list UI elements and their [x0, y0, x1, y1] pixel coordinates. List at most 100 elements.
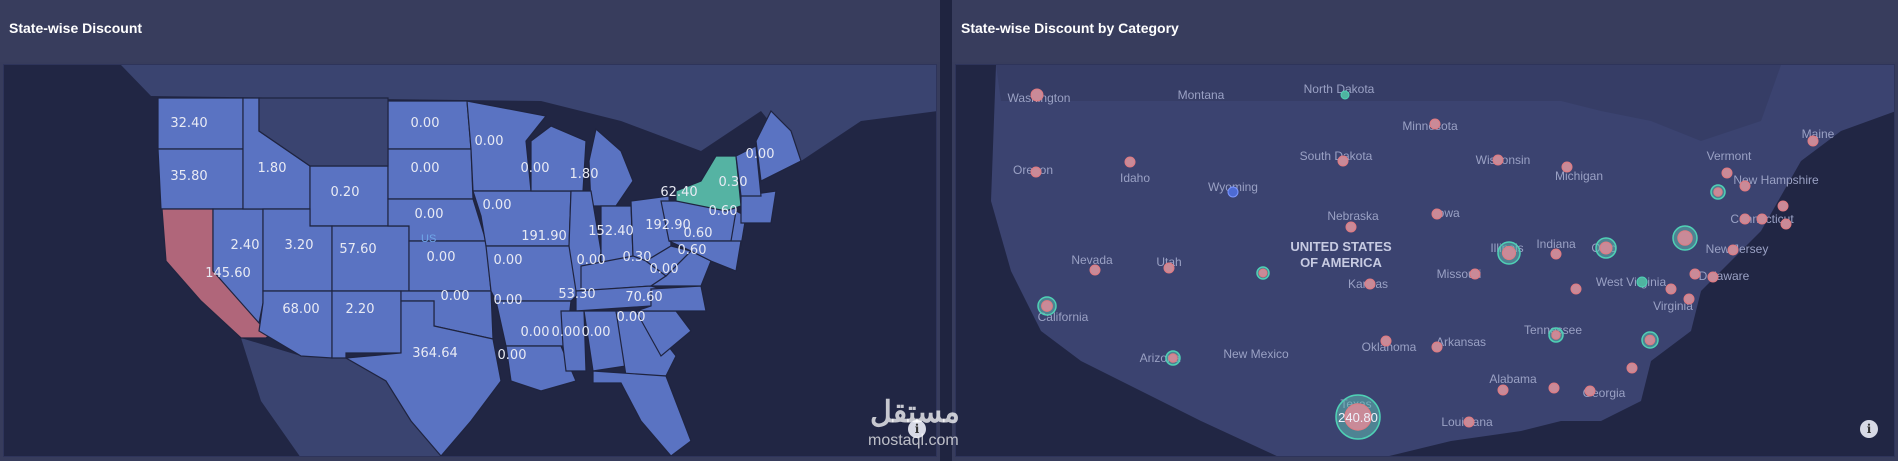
- discount-bubble[interactable]: [1550, 248, 1562, 260]
- info-icon[interactable]: i: [1860, 420, 1878, 438]
- state-discount-panel: State-wise Discount 32.40 35.80 145.60 2.40…: [0, 0, 940, 461]
- category-dot: [1727, 244, 1739, 256]
- discount-bubble[interactable]: [1335, 394, 1381, 440]
- discount-bubble[interactable]: [1497, 241, 1521, 265]
- state-new-york[interactable]: [675, 155, 742, 212]
- bubble-map[interactable]: WashingtonOregonIdahoMontanaNorth Dakota…: [955, 64, 1895, 457]
- state-colorado[interactable]: [331, 225, 410, 292]
- discount-bubble[interactable]: [1364, 278, 1376, 290]
- discount-bubble[interactable]: [1380, 335, 1392, 347]
- category-dot: [1463, 416, 1475, 428]
- discount-bubble[interactable]: [1689, 268, 1701, 280]
- state-wisconsin[interactable]: [530, 125, 587, 192]
- discount-bubble[interactable]: [1665, 283, 1677, 295]
- discount-bubble[interactable]: [1710, 184, 1726, 200]
- watermark-logo: مستقل: [870, 396, 960, 429]
- state-louisiana[interactable]: [505, 345, 577, 392]
- state-florida[interactable]: [592, 370, 692, 456]
- discount-bubble[interactable]: [1431, 341, 1443, 353]
- state-massachusetts[interactable]: [740, 190, 777, 224]
- discount-bubble[interactable]: [1256, 266, 1270, 280]
- state-name-label: Michigan: [1555, 169, 1603, 183]
- texas-value-label: 240.80: [1338, 410, 1378, 425]
- discount-bubble[interactable]: [1337, 155, 1349, 167]
- discount-bubble[interactable]: [1780, 218, 1792, 230]
- category-dot: [1739, 213, 1751, 225]
- discount-bubble[interactable]: [1548, 327, 1564, 343]
- state-name-label: Montana: [1178, 88, 1225, 102]
- state-value-label: 0.00: [427, 250, 456, 265]
- state-name-label: Maine: [1802, 127, 1835, 141]
- state-mississippi[interactable]: [560, 310, 587, 372]
- discount-bubble[interactable]: [1777, 200, 1789, 212]
- state-value-label: 35.80: [170, 169, 207, 184]
- choropleth-svg[interactable]: 32.40 35.80 145.60 2.40 1.80 0.20 3.20 57.60 68.…: [4, 65, 937, 457]
- state-value-label: 1.80: [570, 167, 599, 182]
- category-dot: [1168, 353, 1178, 363]
- category-dot: [1429, 118, 1441, 130]
- discount-bubble[interactable]: [1636, 276, 1648, 288]
- state-value-label: 0.60: [678, 243, 707, 258]
- category-dot: [1551, 330, 1561, 340]
- discount-bubble[interactable]: [1727, 244, 1739, 256]
- category-dot: [1689, 268, 1701, 280]
- discount-bubble[interactable]: [1739, 180, 1751, 192]
- discount-bubble[interactable]: [1163, 262, 1175, 274]
- state-maine[interactable]: [755, 109, 802, 182]
- state-kansas[interactable]: [408, 240, 492, 292]
- discount-bubble[interactable]: [1124, 156, 1136, 168]
- discount-bubble[interactable]: [1463, 416, 1475, 428]
- discount-bubble[interactable]: [1739, 213, 1751, 225]
- discount-bubble[interactable]: [1570, 283, 1582, 295]
- discount-bubble[interactable]: [1345, 221, 1357, 233]
- discount-bubble[interactable]: [1756, 213, 1768, 225]
- category-dot: [1340, 90, 1350, 100]
- discount-bubble[interactable]: [1584, 385, 1596, 397]
- discount-bubble[interactable]: [1626, 362, 1638, 374]
- category-dot: [1665, 283, 1677, 295]
- state-texas[interactable]: [344, 300, 502, 456]
- discount-bubble[interactable]: [1429, 118, 1441, 130]
- state-value-label: 3.20: [285, 238, 314, 253]
- state-value-label: 57.60: [339, 242, 376, 257]
- bubble-svg[interactable]: WashingtonOregonIdahoMontanaNorth Dakota…: [956, 65, 1895, 457]
- discount-bubble[interactable]: [1595, 237, 1617, 259]
- category-dot: [1227, 186, 1239, 198]
- discount-bubble[interactable]: [1037, 296, 1057, 316]
- state-montana[interactable]: [258, 97, 389, 167]
- discount-bubble[interactable]: [1641, 331, 1659, 349]
- discount-bubble[interactable]: [1431, 208, 1443, 220]
- discount-bubble[interactable]: [1807, 135, 1819, 147]
- state-value-label: 0.00: [415, 207, 444, 222]
- discount-bubble[interactable]: [1672, 225, 1698, 251]
- choropleth-map[interactable]: 32.40 35.80 145.60 2.40 1.80 0.20 3.20 57.60 68.…: [3, 64, 937, 457]
- info-icon[interactable]: i: [908, 420, 926, 438]
- discount-bubble[interactable]: [1030, 88, 1044, 102]
- panel-title: State-wise Discount by Category: [961, 20, 1179, 36]
- discount-bubble[interactable]: [1030, 166, 1042, 178]
- category-dot: [1501, 245, 1517, 261]
- discount-bubble[interactable]: [1561, 161, 1573, 173]
- state-name-label: Oklahoma: [1362, 340, 1417, 354]
- state-value-label: 0.00: [498, 348, 527, 363]
- discount-bubble[interactable]: [1683, 293, 1695, 305]
- category-dot: [1380, 335, 1392, 347]
- state-value-label: 0.00: [411, 116, 440, 131]
- state-maryland[interactable]: [668, 240, 742, 272]
- state-value-label: 0.00: [521, 325, 550, 340]
- category-dot: [1163, 262, 1175, 274]
- discount-bubble[interactable]: [1165, 350, 1181, 366]
- discount-bubble[interactable]: [1089, 264, 1101, 276]
- state-value-label: 145.60: [205, 266, 251, 281]
- category-dot: [1599, 241, 1613, 255]
- discount-bubble[interactable]: [1227, 186, 1239, 198]
- discount-bubble[interactable]: [1548, 382, 1560, 394]
- discount-bubble[interactable]: [1492, 154, 1504, 166]
- discount-bubble[interactable]: [1721, 167, 1733, 179]
- discount-bubble[interactable]: [1469, 268, 1481, 280]
- state-vermont[interactable]: [735, 145, 762, 197]
- discount-bubble[interactable]: [1707, 271, 1719, 283]
- discount-bubble[interactable]: [1340, 90, 1350, 100]
- discount-bubble[interactable]: [1497, 384, 1509, 396]
- state-value-label: 0.30: [719, 175, 748, 190]
